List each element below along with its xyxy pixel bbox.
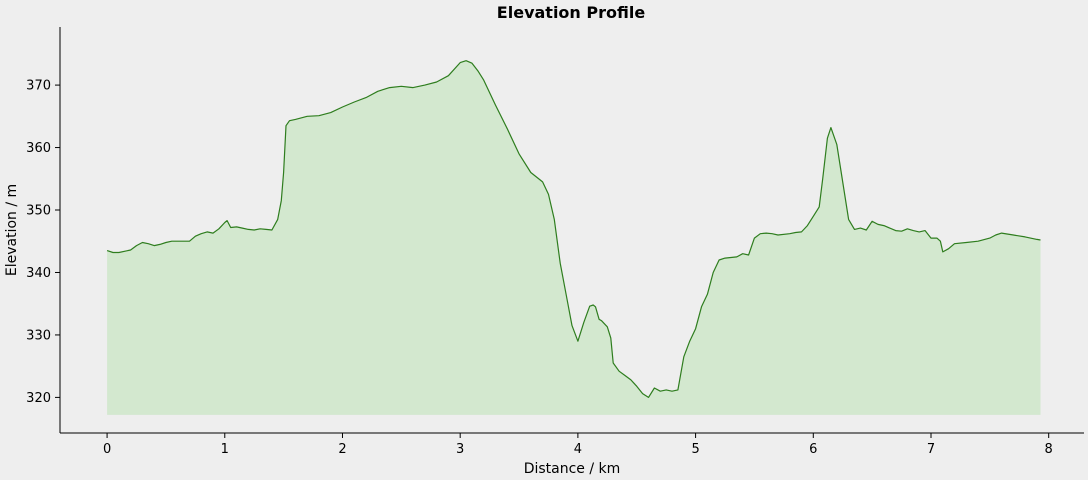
elevation-area-fill [107, 60, 1041, 415]
y-tick-label: 360 [26, 141, 51, 156]
x-tick-label: 0 [103, 442, 111, 457]
x-tick-label: 7 [927, 442, 935, 457]
x-axis-label: Distance / km [524, 461, 621, 477]
y-tick-label: 350 [26, 204, 51, 219]
chart-title: Elevation Profile [497, 3, 646, 22]
y-tick-label: 320 [26, 391, 51, 406]
y-tick-label: 370 [26, 79, 51, 94]
x-axis-ticks: 0 1 2 3 4 5 6 7 8 [103, 433, 1053, 457]
x-tick-label: 6 [809, 442, 817, 457]
x-tick-label: 5 [691, 442, 699, 457]
y-axis-ticks: 320 330 340 350 360 370 [26, 79, 60, 406]
x-tick-label: 3 [456, 442, 464, 457]
y-tick-label: 340 [26, 266, 51, 281]
x-tick-label: 1 [221, 442, 229, 457]
y-axis-label: Elevation / m [4, 184, 20, 276]
x-tick-label: 2 [338, 442, 346, 457]
elevation-series-line [106, 60, 1041, 398]
x-tick-label: 8 [1045, 442, 1053, 457]
y-tick-label: 330 [26, 328, 51, 343]
x-tick-label: 4 [574, 442, 582, 457]
chart-axes [59, 27, 1084, 434]
